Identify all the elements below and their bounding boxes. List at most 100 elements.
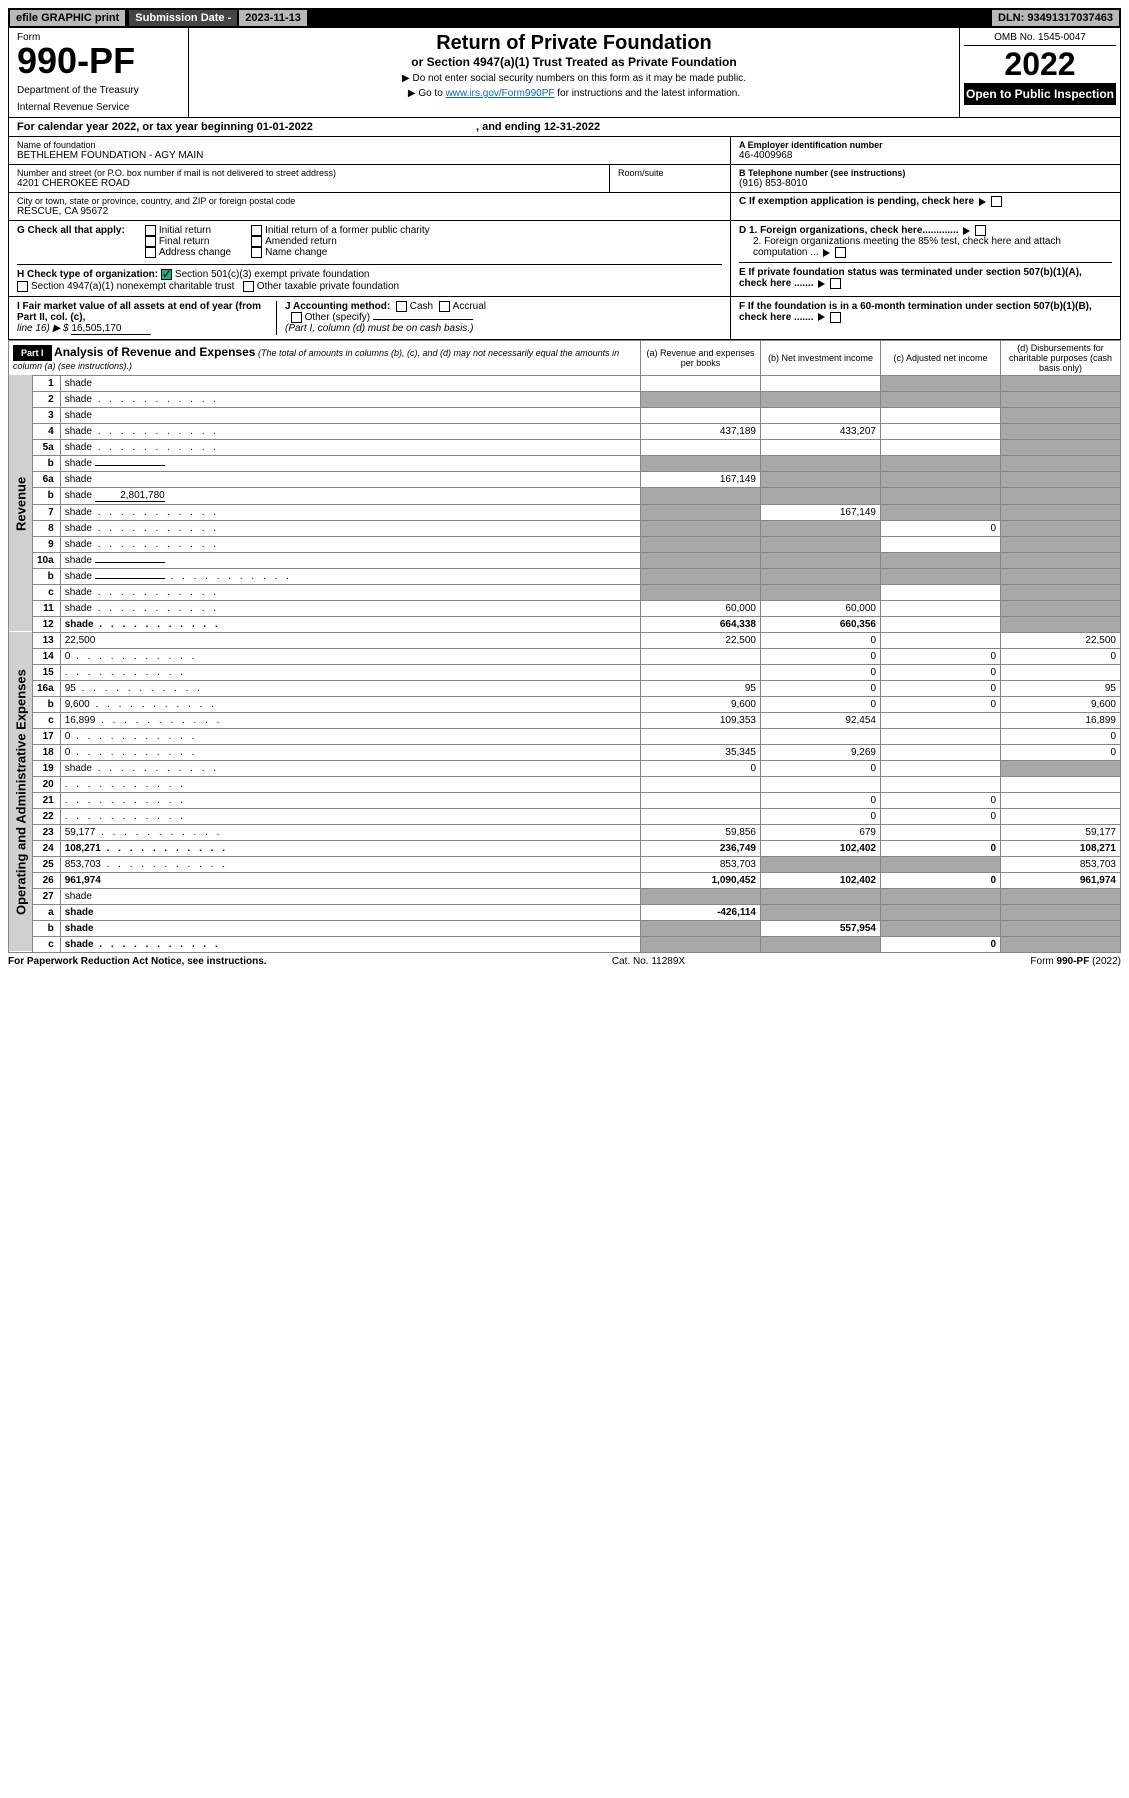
line-num: 3 [33, 407, 61, 423]
submission-label: Submission Date - [129, 10, 237, 26]
table-row: 2359,17759,85667959,177 [9, 824, 1121, 840]
table-row: 2100 [9, 792, 1121, 808]
table-row: 25853,703853,703853,703 [9, 856, 1121, 872]
city-state-zip: RESCUE, CA 95672 [17, 206, 722, 217]
g-namechg-checkbox[interactable] [251, 247, 262, 258]
line-num: b [33, 920, 61, 936]
g-label: G Check all that apply: [17, 225, 125, 236]
instr-pre: ▶ Go to [408, 88, 446, 99]
omb-number: OMB No. 1545-0047 [964, 32, 1116, 46]
line-num: 17 [33, 728, 61, 744]
table-row: 2shade [9, 391, 1121, 407]
line-desc: shade [60, 936, 640, 952]
table-row: 3shade [9, 407, 1121, 423]
table-row: bshade557,954 [9, 920, 1121, 936]
line-num: 27 [33, 888, 61, 904]
g-address-checkbox[interactable] [145, 247, 156, 258]
footer-catno: Cat. No. 11289X [612, 956, 685, 967]
j-cash-checkbox[interactable] [396, 301, 407, 312]
table-row: 1500 [9, 664, 1121, 680]
street-address: 4201 CHEROKEE ROAD [17, 178, 601, 189]
open-inspection: Open to Public Inspection [964, 83, 1116, 105]
line-desc [60, 776, 640, 792]
d1-label: D 1. Foreign organizations, check here..… [739, 225, 959, 236]
j-other-checkbox[interactable] [291, 312, 302, 323]
table-row: bshade [9, 568, 1121, 584]
line-desc: shade [60, 407, 640, 423]
foundation-info: Name of foundation BETHLEHEM FOUNDATION … [8, 137, 1121, 221]
f-checkbox[interactable] [830, 312, 841, 323]
line-num: b [33, 455, 61, 471]
g-former-checkbox[interactable] [251, 225, 262, 236]
form-title: Return of Private Foundation [197, 32, 951, 55]
line-desc: shade [60, 455, 640, 471]
table-row: 2200 [9, 808, 1121, 824]
instr-ssn: ▶ Do not enter social security numbers o… [197, 73, 951, 84]
h-label: H Check type of organization: [17, 270, 158, 281]
e-checkbox[interactable] [830, 278, 841, 289]
line-desc: shade [60, 760, 640, 776]
d1-checkbox[interactable] [975, 225, 986, 236]
table-row: 20 [9, 776, 1121, 792]
col-a-header: (a) Revenue and expenses per books [641, 340, 761, 375]
h-4947-checkbox[interactable] [17, 281, 28, 292]
line-num: 6a [33, 471, 61, 487]
line-desc [60, 808, 640, 824]
table-row: bshade 2,801,780 [9, 487, 1121, 504]
table-row: c16,899109,35392,45416,899 [9, 712, 1121, 728]
line-desc: shade [60, 504, 640, 520]
footer-paperwork: For Paperwork Reduction Act Notice, see … [8, 956, 267, 967]
line-num: 19 [33, 760, 61, 776]
table-row: 12shade664,338660,356 [9, 616, 1121, 632]
telephone: (916) 853-8010 [739, 178, 1112, 189]
submission-date: 2023-11-13 [239, 10, 307, 26]
cal-begin: For calendar year 2022, or tax year begi… [17, 121, 313, 133]
i-label: I Fair market value of all assets at end… [17, 301, 261, 323]
j-accrual-checkbox[interactable] [439, 301, 450, 312]
city-label: City or town, state or province, country… [17, 196, 722, 206]
line-desc: 0 [60, 728, 640, 744]
table-row: Revenue1shade [9, 375, 1121, 391]
table-row: ashade-426,114 [9, 904, 1121, 920]
line-num: a [33, 904, 61, 920]
line-num: 26 [33, 872, 61, 888]
line-num: 2 [33, 391, 61, 407]
table-row: cshade [9, 584, 1121, 600]
line-num: c [33, 712, 61, 728]
g-opt-address: Address change [159, 247, 231, 258]
line-desc: shade [60, 920, 640, 936]
h-other-checkbox[interactable] [243, 281, 254, 292]
c-label: C If exemption application is pending, c… [739, 196, 974, 207]
g-opt-final: Final return [159, 236, 210, 247]
j-other: Other (specify) [305, 312, 371, 323]
line-desc: 9,600 [60, 696, 640, 712]
line-num: 15 [33, 664, 61, 680]
c-checkbox[interactable] [991, 196, 1002, 207]
page-footer: For Paperwork Reduction Act Notice, see … [8, 953, 1121, 970]
table-row: 10ashade [9, 552, 1121, 568]
fmv-value: 16,505,170 [71, 323, 151, 335]
line-num: b [33, 568, 61, 584]
line-desc: shade [60, 584, 640, 600]
h-501c3-checkbox[interactable] [161, 269, 172, 280]
form-subtitle: or Section 4947(a)(1) Trust Treated as P… [197, 55, 951, 69]
g-initial-checkbox[interactable] [145, 225, 156, 236]
table-row: 27shade [9, 888, 1121, 904]
j-other-value [373, 319, 473, 320]
irs-link[interactable]: www.irs.gov/Form990PF [446, 88, 555, 99]
calendar-year-row: For calendar year 2022, or tax year begi… [8, 118, 1121, 137]
line-desc: shade [60, 904, 640, 920]
table-row: 19shade00 [9, 760, 1121, 776]
d2-checkbox[interactable] [835, 247, 846, 258]
arrow-icon [818, 313, 825, 321]
line-desc: shade [60, 375, 640, 391]
line-num: 13 [33, 632, 61, 648]
g-final-checkbox[interactable] [145, 236, 156, 247]
part1-label: Part I [13, 345, 52, 361]
g-amended-checkbox[interactable] [251, 236, 262, 247]
line-num: 18 [33, 744, 61, 760]
line-desc [60, 792, 640, 808]
table-row: 11shade60,00060,000 [9, 600, 1121, 616]
line-num: 16a [33, 680, 61, 696]
instr-link-line: ▶ Go to www.irs.gov/Form990PF for instru… [197, 88, 951, 99]
